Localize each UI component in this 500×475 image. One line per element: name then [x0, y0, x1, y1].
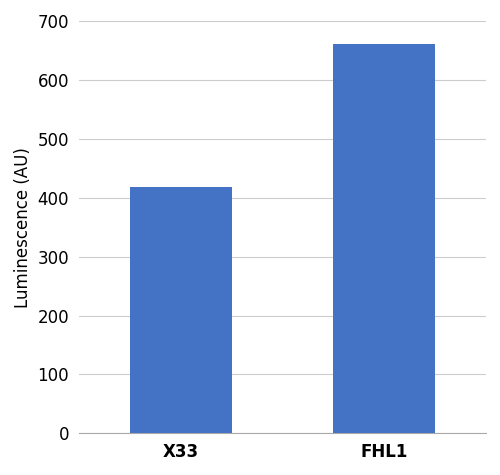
Y-axis label: Luminescence (AU): Luminescence (AU) [14, 147, 32, 308]
Bar [130, 187, 232, 433]
Bar [334, 45, 435, 433]
